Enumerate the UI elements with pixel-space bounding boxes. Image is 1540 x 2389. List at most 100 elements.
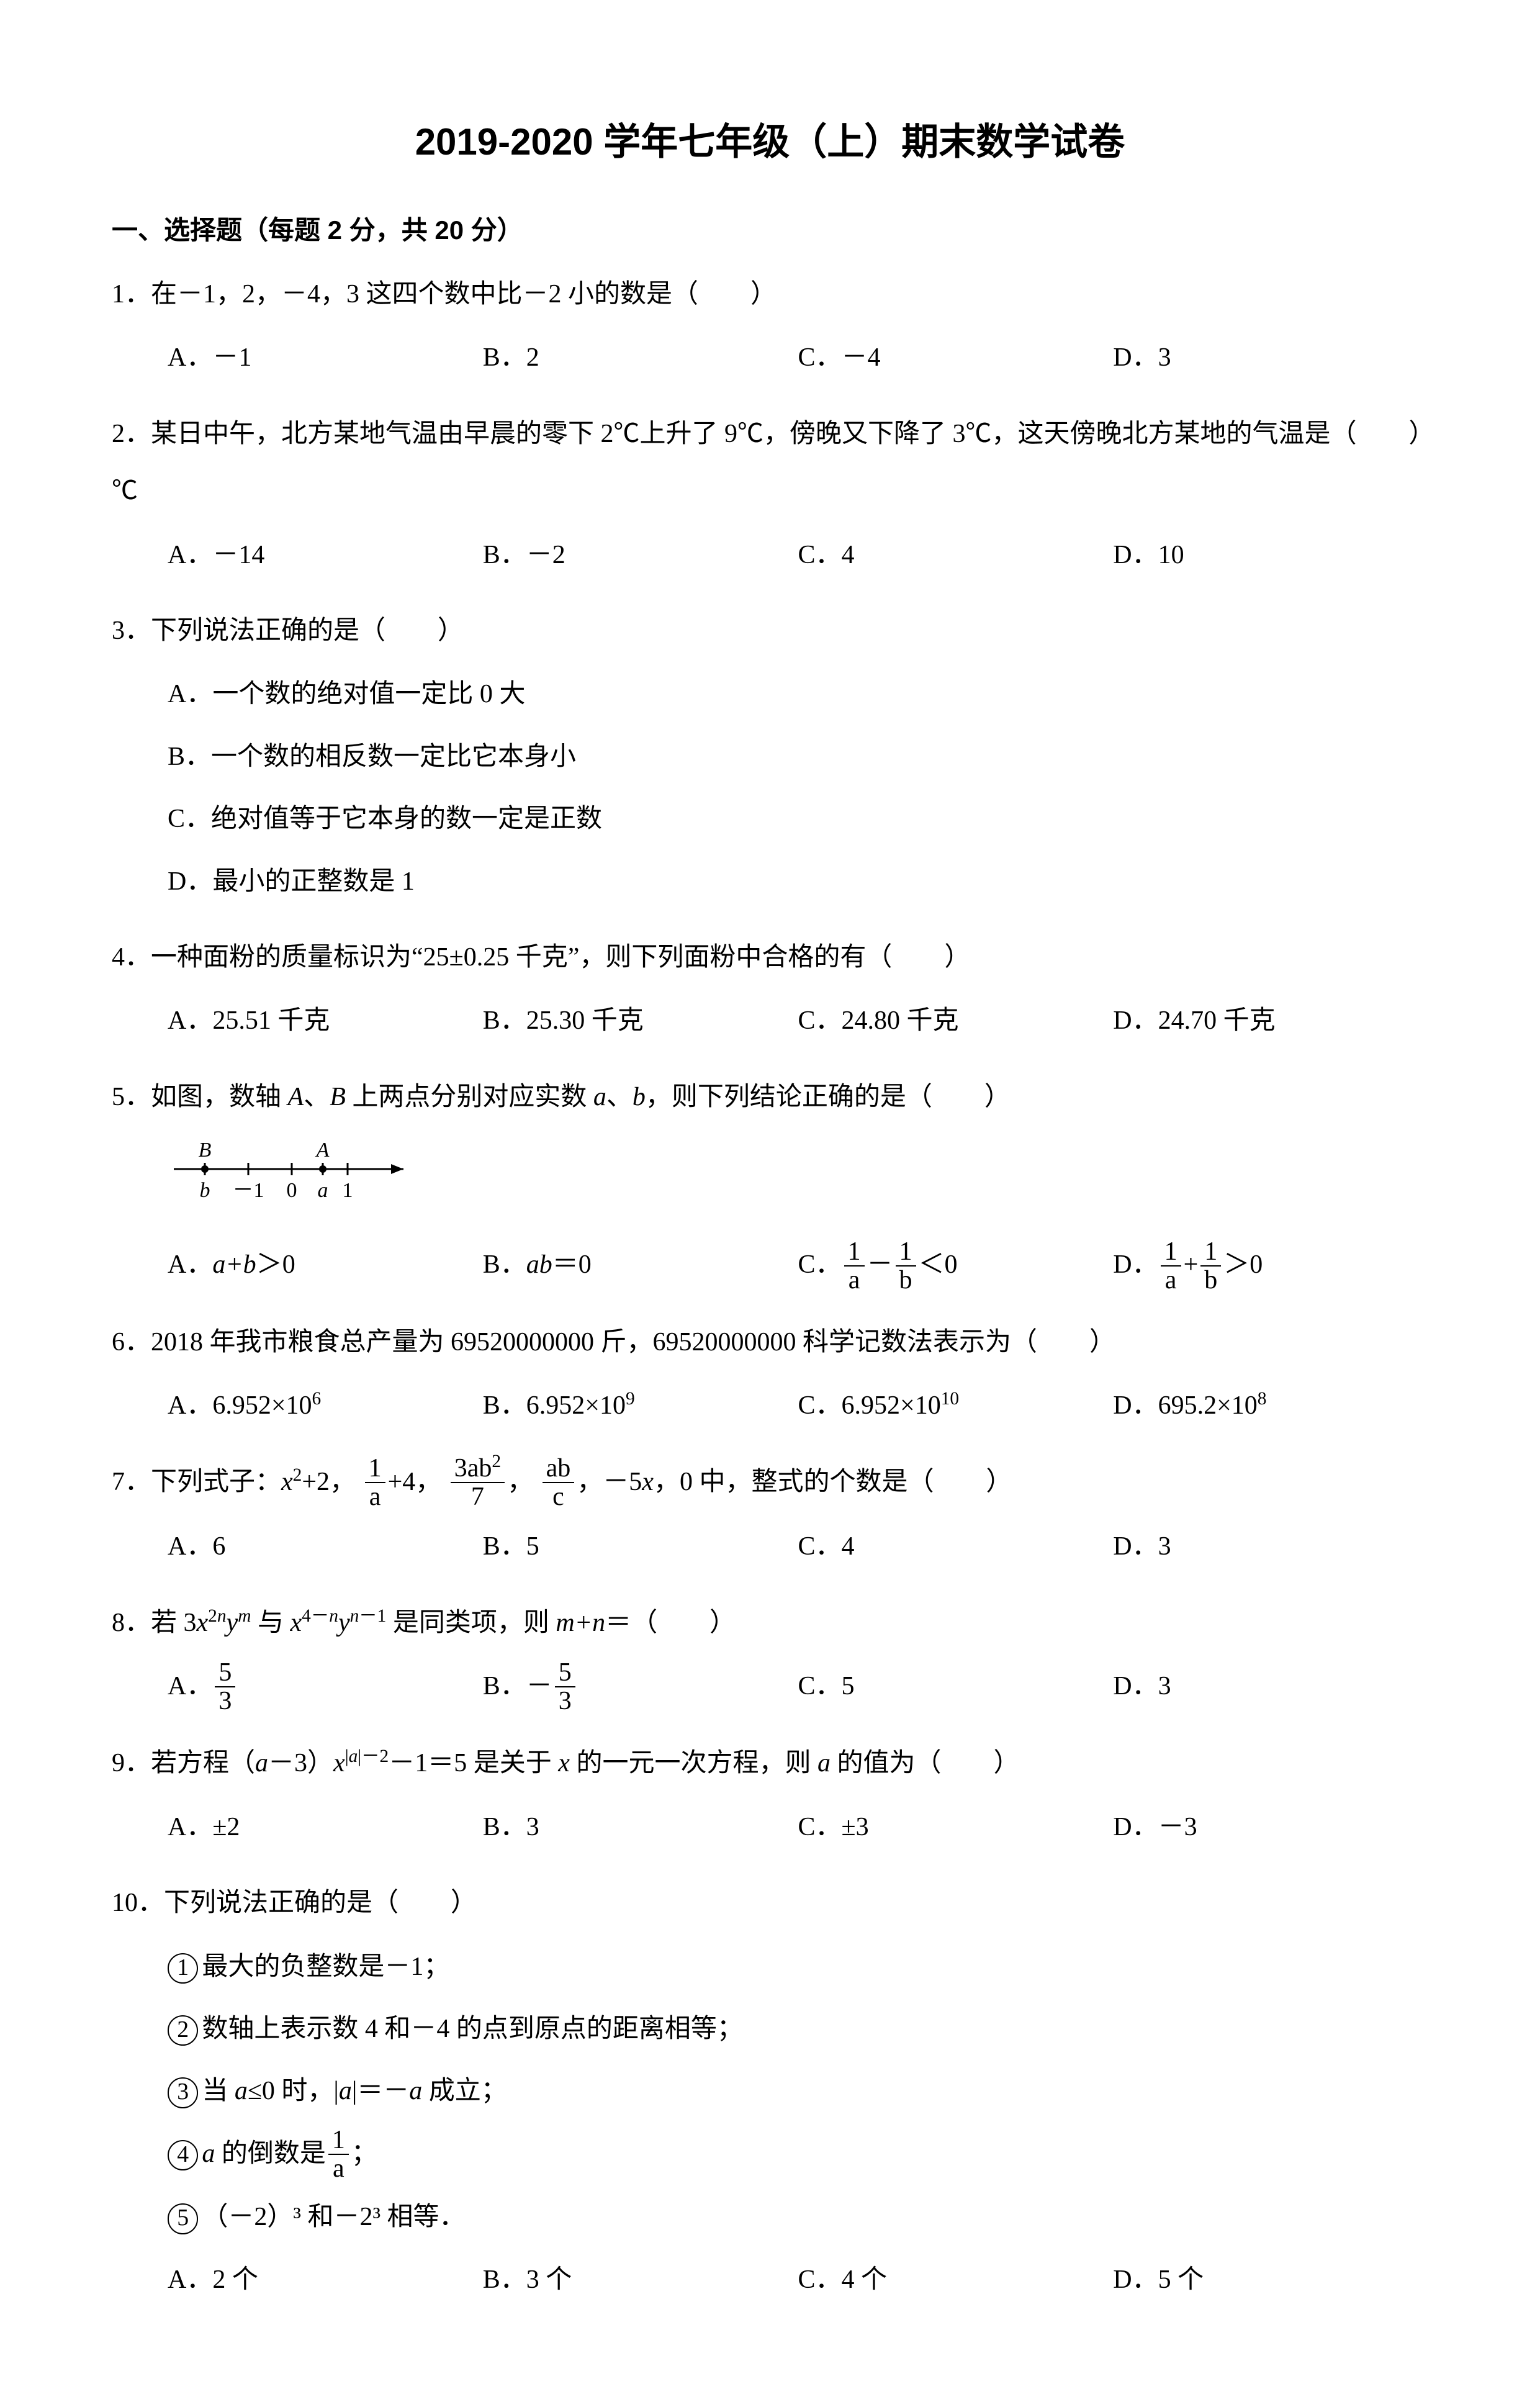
svg-text:－1: －1 <box>233 1179 264 1202</box>
q2-opt-c: C．4 <box>798 526 1114 584</box>
q7-f3d: c <box>543 1483 575 1511</box>
q6-opt-d: D．695.2×108 <box>1113 1377 1428 1434</box>
q5-opt-c: C．1a－1b＜0 <box>798 1236 1114 1294</box>
q7-frac1: 1a <box>365 1455 385 1511</box>
q5a-post: ＞0 <box>256 1250 295 1279</box>
q5d-f2n: 1 <box>1200 1238 1221 1267</box>
q10-s4-pre: 的倒数是 <box>215 2139 326 2168</box>
q6b-exp: 9 <box>626 1389 635 1409</box>
q7-frac3: abc <box>543 1455 575 1511</box>
q9-a2: a <box>817 1749 831 1777</box>
svg-text:a: a <box>318 1179 328 1202</box>
q7-t4p: ，－5 <box>577 1468 642 1496</box>
q8-e3: 4－n <box>302 1606 338 1626</box>
q8-stem: 8．若 3x2nym 与 x4－nyn－1 是同类项，则 m+n＝（ ） <box>112 1594 1428 1651</box>
q7-opt-b: B．5 <box>483 1518 798 1575</box>
q5-mid4: 上两点分别对应实数 <box>346 1083 593 1111</box>
q7-t4x: x <box>642 1468 654 1496</box>
q8-e2: m <box>238 1606 251 1626</box>
q10-s1: 1最大的负整数是－1； <box>168 1938 1428 1995</box>
q4-stem: 4．一种面粉的质量标识为“25±0.25 千克”，则下列面粉中合格的有（ ） <box>112 929 1428 986</box>
exam-page: 2019-2020 学年七年级（上）期末数学试卷 一、选择题（每题 2 分，共 … <box>0 0 1540 2389</box>
q5-sep2: 、 <box>606 1083 633 1111</box>
q3-opt-b: B．一个数的相反数一定比它本身小 <box>168 728 1428 785</box>
circled-5: 5 <box>168 2203 198 2234</box>
question-2: 2．某日中午，北方某地气温由早晨的零下 2℃上升了 9℃，傍晚又下降了 3℃，这… <box>112 405 1428 584</box>
q8-post: ＝（ ） <box>605 1609 736 1637</box>
q8-e1b: n <box>217 1606 227 1626</box>
q3-stem: 3．下列说法正确的是（ ） <box>112 602 1428 659</box>
q7-f2n-exp: 2 <box>492 1452 501 1471</box>
q1-opt-d: D．3 <box>1113 329 1428 386</box>
q7-f2d: 7 <box>451 1483 505 1511</box>
q2-opt-b: B．－2 <box>483 526 798 584</box>
q9-opt-c: C．±3 <box>798 1799 1114 1856</box>
q5-a: a <box>593 1083 606 1111</box>
q10-s4-d: a <box>328 2155 349 2182</box>
q10-opt-a: A．2 个 <box>168 2251 483 2308</box>
q7-f2n: 3ab2 <box>451 1455 505 1483</box>
q6-opt-a: A．6.952×106 <box>168 1377 483 1434</box>
q5c-f2d: b <box>896 1267 916 1294</box>
q8-options: A．53 B．－53 C．5 D．3 <box>112 1658 1428 1716</box>
q6b-pre: B．6.952×10 <box>483 1391 626 1420</box>
q8-opt-c: C．5 <box>798 1658 1114 1716</box>
q2-options: A．－14 B．－2 C．4 D．10 <box>112 526 1428 584</box>
question-10: 10．下列说法正确的是（ ） 1最大的负整数是－1； 2数轴上表示数 4 和－4… <box>112 1874 1428 2308</box>
q1-opt-b: B．2 <box>483 329 798 386</box>
q8b-frac: 53 <box>555 1659 575 1715</box>
q8b-n: 5 <box>555 1659 575 1687</box>
q9-x2: x <box>558 1749 570 1777</box>
q9-m1: －3） <box>268 1749 333 1777</box>
q9-options: A．±2 B．3 C．±3 D．－3 <box>112 1799 1428 1856</box>
q5d-frac1: 1a <box>1161 1238 1181 1294</box>
q7-opt-c: C．4 <box>798 1518 1114 1575</box>
q8-mid1: 与 <box>251 1609 290 1637</box>
question-4: 4．一种面粉的质量标识为“25±0.25 千克”，则下列面粉中合格的有（ ） A… <box>112 929 1428 1050</box>
q7-options: A．6 B．5 C．4 D．3 <box>112 1518 1428 1575</box>
q7-x2: 2 <box>293 1465 302 1485</box>
q10-s3-mid2: |＝－ <box>352 2077 409 2105</box>
q8a-pre: A． <box>168 1672 212 1700</box>
q3-options: A．一个数的绝对值一定比 0 大 B．一个数的相反数一定比它本身小 C．绝对值等… <box>112 666 1428 910</box>
q10-s5-text: （－2）³ 和－2³ 相等． <box>202 2203 465 2231</box>
q6c-pre: C．6.952×10 <box>798 1391 941 1420</box>
q9-a1: a <box>255 1749 268 1777</box>
q8b-pre: B． <box>483 1672 526 1700</box>
q10-s3-a2: a <box>339 2077 352 2105</box>
q8b-neg: － <box>526 1672 552 1700</box>
q9-exp: |a|－2 <box>345 1746 389 1766</box>
q6-options: A．6.952×106 B．6.952×109 C．6.952×1010 D．6… <box>112 1377 1428 1434</box>
q5d-f1d: a <box>1161 1267 1181 1294</box>
q10-s2-text: 数轴上表示数 4 和－4 的点到原点的距离相等； <box>202 2015 743 2043</box>
q10-s3: 3当 a≤0 时，|a|＝－a 成立； <box>168 2062 1428 2120</box>
question-6: 6．2018 年我市粮食总产量为 69520000000 斤，695200000… <box>112 1314 1428 1435</box>
q9-stem: 9．若方程（a－3）x|a|－2－1＝5 是关于 x 的一元一次方程，则 a 的… <box>112 1735 1428 1792</box>
q5c-f2n: 1 <box>896 1238 916 1267</box>
q7-opt-a: A．6 <box>168 1518 483 1575</box>
circled-2: 2 <box>168 2015 198 2046</box>
q5-options: A．a+b＞0 B．ab＝0 C．1a－1b＜0 D．1a+1b＞0 <box>112 1236 1428 1294</box>
q5-opt-a: A．a+b＞0 <box>168 1236 483 1294</box>
page-title: 2019-2020 学年七年级（上）期末数学试卷 <box>112 112 1428 166</box>
q3-opt-a: A．一个数的绝对值一定比 0 大 <box>168 666 1428 723</box>
q8-e4: n－1 <box>350 1606 387 1626</box>
q8-opt-d: D．3 <box>1113 1658 1428 1716</box>
q6-opt-c: C．6.952×1010 <box>798 1377 1114 1434</box>
q8-x1: x <box>197 1609 209 1637</box>
q10-s3-post: 成立； <box>422 2077 507 2105</box>
q9-opt-a: A．±2 <box>168 1799 483 1856</box>
q8a-frac: 53 <box>215 1659 235 1715</box>
q6a-exp: 6 <box>312 1389 322 1409</box>
q4-opt-d: D．24.70 千克 <box>1113 992 1428 1049</box>
q9-m3: 的一元一次方程，则 <box>570 1749 817 1777</box>
q8-opt-a: A．53 <box>168 1658 483 1716</box>
q4-opt-a: A．25.51 千克 <box>168 992 483 1049</box>
q10-opt-b: B．3 个 <box>483 2251 798 2308</box>
q5-post: ，则下列结论正确的是（ ） <box>646 1083 1011 1111</box>
q7-f3n: ab <box>543 1455 575 1483</box>
q10-subs: 1最大的负整数是－1； 2数轴上表示数 4 和－4 的点到原点的距离相等； 3当… <box>112 1938 1428 2246</box>
q2-stem: 2．某日中午，北方某地气温由早晨的零下 2℃上升了 9℃，傍晚又下降了 3℃，这… <box>112 405 1428 520</box>
q6d-pre: D．695.2×10 <box>1113 1391 1258 1420</box>
q10-stem: 10．下列说法正确的是（ ） <box>112 1874 1428 1931</box>
